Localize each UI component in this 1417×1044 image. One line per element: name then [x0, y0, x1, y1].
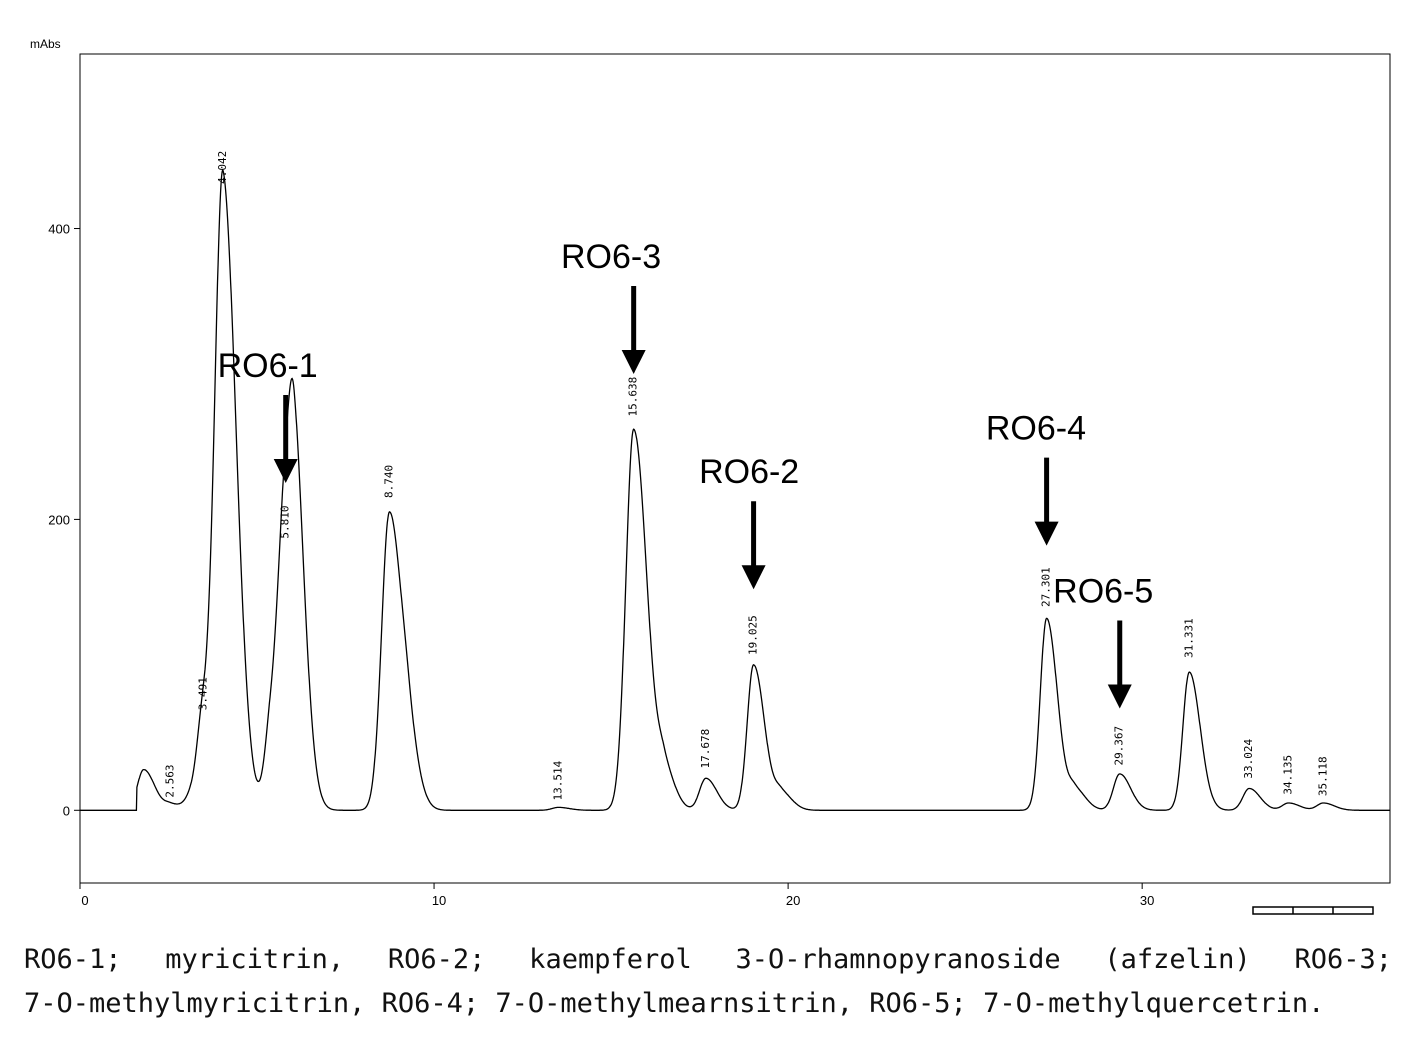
compound-annotation: RO6-1: [218, 347, 318, 484]
scale-box: [1252, 906, 1374, 915]
arrow-head: [621, 349, 646, 374]
peak-label: 35.118: [1316, 756, 1329, 796]
peak-label: 29.367: [1113, 726, 1126, 766]
compound-label: RO6-4: [986, 410, 1086, 448]
peak-label: 31.331: [1182, 618, 1195, 658]
peak-label: 3.491: [197, 677, 210, 710]
caption-line-1: RO6-1; myricitrin, RO6-2; kaempferol 3-O…: [24, 944, 1392, 975]
compound-annotation: RO6-3: [561, 238, 661, 374]
compound-label: RO6-1: [218, 347, 318, 385]
peak-label: 33.024: [1242, 739, 1255, 779]
peak-label: 17.678: [699, 729, 712, 769]
figure-caption: RO6-1; myricitrin, RO6-2; kaempferol 3-O…: [24, 938, 1392, 1026]
y-tick-label: 200: [48, 512, 70, 527]
peak-label: 15.638: [627, 377, 640, 417]
peak-label: 19.025: [747, 615, 760, 655]
x-tick-label: 0: [81, 893, 88, 908]
peak-label: 34.135: [1282, 755, 1295, 795]
peak-label-layer: 2.563 3.491 4.042 5.810 8.740 13.514 15.638 17.…: [164, 151, 1330, 801]
peak-label: 27.301: [1040, 567, 1053, 607]
compound-label: RO6-2: [699, 453, 799, 491]
compound-annotation: RO6-4: [986, 410, 1086, 546]
y-axis-unit-label: mAbs: [30, 37, 61, 51]
chromatogram-chart: mAbs 0 10 20 30 0 200 400 2.563 3.491 4.042 5.810…: [30, 37, 1391, 915]
x-tick-label: 20: [786, 893, 800, 908]
arrow-head: [1034, 521, 1059, 546]
peak-label: 5.810: [279, 506, 292, 539]
compound-label: RO6-5: [1053, 572, 1153, 610]
arrow-head: [1107, 684, 1132, 709]
peak-label: 4.042: [216, 151, 229, 184]
y-tick-label: 0: [63, 803, 70, 818]
peak-label: 8.740: [382, 465, 395, 498]
x-tick-label: 10: [432, 893, 446, 908]
compound-annotation: RO6-5: [1053, 572, 1153, 709]
caption-line-2: 7-O-methylmyricitrin, RO6-4; 7-O-methylm…: [24, 988, 1325, 1019]
x-tick-label: 30: [1140, 893, 1154, 908]
axis-layer: 0 10 20 30 0 200 400: [48, 222, 1154, 908]
peak-label: 13.514: [551, 760, 564, 800]
arrow-head: [273, 459, 298, 484]
compound-label: RO6-3: [561, 238, 661, 276]
plot-frame: [79, 53, 1391, 884]
chromatogram-trace: [80, 168, 1390, 811]
arrow-head: [741, 565, 766, 590]
annotation-layer: RO6-1 RO6-3 RO6-2 RO6-4 RO6-5: [218, 238, 1153, 709]
y-tick-label: 400: [48, 222, 70, 237]
peak-label: 2.563: [164, 764, 177, 797]
compound-annotation: RO6-2: [699, 453, 799, 590]
